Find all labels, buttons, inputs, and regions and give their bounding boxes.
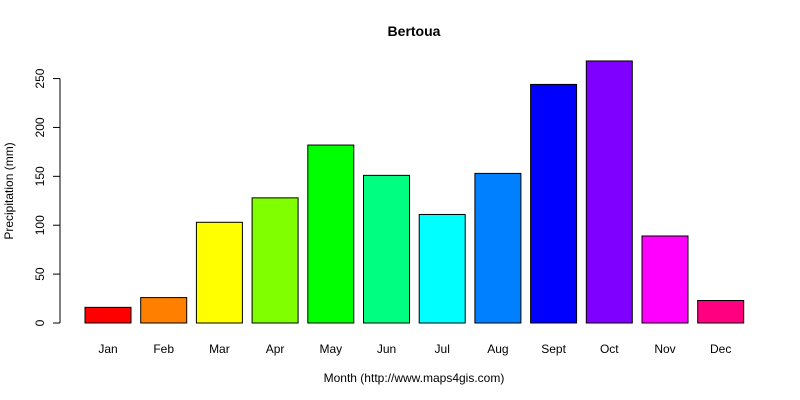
bar-dec [697, 300, 745, 324]
x-tick-label: Jan [98, 342, 117, 356]
bar-nov [641, 235, 689, 324]
x-tick-label: Aug [487, 342, 508, 356]
y-tick-label: 0 [33, 319, 47, 326]
x-tick-labels: Jan Feb Mar Apr May Jun Jul Aug Sept Oct Nov Dec [98, 342, 731, 356]
bar-apr [251, 197, 299, 324]
x-tick-label: Jun [377, 342, 396, 356]
y-axis: 0 50 100 150 200 250 [33, 68, 61, 326]
x-tick-label: Jul [435, 342, 450, 356]
bars-group [84, 60, 745, 324]
bar-oct [585, 60, 633, 324]
y-tick-label: 200 [33, 117, 47, 137]
x-tick-label: Sept [541, 342, 566, 356]
x-tick-label: Nov [654, 342, 675, 356]
bar-feb [140, 297, 188, 324]
x-tick-label: Oct [600, 342, 619, 356]
bar-jul [418, 213, 466, 324]
bar-jan [84, 306, 132, 324]
x-tick-label: Apr [266, 342, 285, 356]
x-tick-label: Dec [710, 342, 731, 356]
x-tick-label: Mar [209, 342, 230, 356]
x-axis-label: Month (http://www.maps4gis.com) [324, 371, 505, 385]
bar-aug [474, 172, 522, 324]
chart-title: Bertoua [388, 23, 441, 39]
bar-jun [363, 174, 410, 324]
y-axis-label: Precipitation (mm) [2, 142, 16, 239]
bar-sept [530, 83, 578, 324]
x-tick-label: Feb [153, 342, 174, 356]
y-tick-label: 250 [33, 68, 47, 88]
y-tick-label: 100 [33, 215, 47, 235]
x-tick-label: May [319, 342, 342, 356]
y-tick-label: 50 [33, 267, 47, 281]
bar-may [307, 144, 355, 324]
y-tick-label: 150 [33, 166, 47, 186]
bar-mar [195, 221, 243, 324]
